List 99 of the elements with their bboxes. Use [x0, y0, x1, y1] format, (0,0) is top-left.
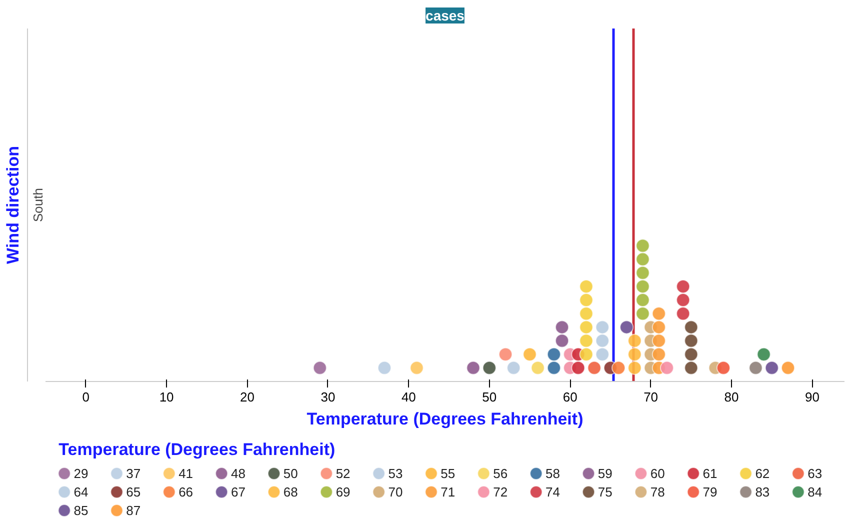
x-tick-label: 0: [82, 390, 90, 404]
point: [748, 360, 763, 375]
point: [579, 306, 594, 321]
point: [660, 360, 674, 375]
point: [555, 320, 570, 334]
point: [652, 347, 666, 362]
legend-label: 63: [808, 466, 822, 481]
point: [636, 266, 650, 280]
point: [506, 360, 521, 375]
point: [636, 279, 650, 294]
legend-label: 83: [755, 484, 770, 500]
point: [555, 334, 570, 348]
point: [652, 306, 666, 321]
point: [628, 334, 642, 348]
point: [652, 320, 666, 334]
point: [498, 347, 513, 362]
point: [684, 360, 698, 375]
legend-label: 62: [755, 466, 770, 481]
point: [756, 347, 771, 362]
legend-label: 50: [283, 466, 298, 481]
legend-label: 55: [440, 466, 456, 481]
x-axis-title: Temperature (Degrees Fahrenheit): [306, 410, 584, 428]
point: [546, 360, 561, 375]
point: [522, 347, 537, 362]
legend-label: 70: [388, 484, 403, 500]
legend-label: 64: [74, 484, 88, 500]
x-tick-label: 20: [240, 390, 255, 404]
legend-label: 59: [598, 466, 612, 481]
legend-label: 84: [808, 484, 822, 500]
x-tick-label: 50: [482, 390, 497, 404]
legend-label: 68: [283, 484, 298, 500]
point: [579, 320, 594, 334]
point: [579, 334, 594, 348]
legend-label: 29: [74, 466, 88, 481]
legend-label: 56: [493, 466, 508, 481]
legend-label: 79: [702, 484, 718, 500]
x-tick-label: 90: [804, 390, 820, 404]
point: [764, 360, 779, 375]
legend-label: 58: [546, 466, 560, 481]
point: [636, 252, 650, 266]
x-tick-label: 80: [724, 390, 739, 404]
x-tick-label: 40: [401, 390, 416, 404]
legend-label: 72: [493, 484, 508, 500]
point: [716, 360, 730, 375]
legend-label: 66: [178, 484, 194, 500]
legend-label: 69: [336, 484, 350, 500]
legend-label: 60: [650, 466, 665, 481]
point: [546, 347, 561, 362]
chart-title: cases: [426, 8, 465, 24]
legend-label: 48: [230, 466, 246, 481]
legend-label: 61: [702, 466, 718, 481]
point: [312, 360, 327, 375]
point: [636, 238, 650, 253]
text: South: [30, 188, 46, 222]
legend-label: 52: [336, 466, 350, 481]
point: [612, 360, 626, 375]
point: [377, 360, 392, 375]
x-tick-label: 60: [562, 390, 578, 404]
point: [684, 320, 698, 334]
point: [530, 360, 545, 375]
point: [410, 360, 424, 375]
point: [579, 279, 594, 294]
legend-label: 65: [126, 484, 141, 500]
legend-label: 67: [230, 484, 246, 500]
point: [652, 334, 666, 348]
x-tick-label: 30: [320, 390, 336, 404]
legend-label: 85: [74, 503, 88, 518]
point: [595, 334, 610, 348]
y-axis-title: Wind direction: [4, 146, 22, 264]
x-tick-label: 70: [644, 390, 658, 404]
point: [571, 360, 586, 375]
point: [579, 293, 594, 308]
point: [620, 320, 634, 334]
legend-title: Temperature (Degrees Fahrenheit): [58, 440, 336, 459]
legend-label: 87: [126, 503, 141, 518]
point: [628, 347, 642, 362]
point: [628, 360, 642, 375]
point: [595, 347, 610, 362]
point: [676, 279, 690, 294]
point: [466, 360, 480, 375]
point: [595, 320, 610, 334]
point: [684, 334, 698, 348]
legend-label: 75: [598, 484, 612, 500]
legend-label: 53: [388, 466, 403, 481]
legend-label: 37: [126, 466, 141, 481]
legend-label: 78: [650, 484, 665, 500]
legend-label: 41: [178, 466, 194, 481]
point: [781, 360, 796, 375]
point: [636, 293, 650, 308]
legend-label: 71: [440, 484, 456, 500]
point: [579, 347, 594, 362]
legend-label: 74: [546, 484, 560, 500]
point: [676, 306, 690, 321]
point: [676, 293, 690, 308]
x-tick-label: 10: [159, 390, 174, 404]
point: [684, 347, 698, 362]
point: [482, 360, 496, 375]
point: [587, 360, 602, 375]
point: [636, 306, 650, 321]
